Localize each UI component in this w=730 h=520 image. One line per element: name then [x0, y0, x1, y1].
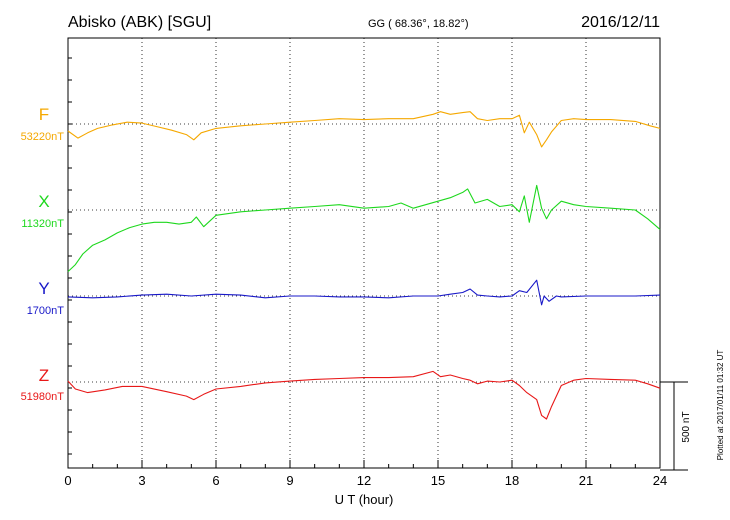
x-axis-ticks: 0 3 6 9 12 15 18 21 24 — [64, 57, 667, 488]
series-baseline-x: 11320nT — [21, 218, 64, 230]
series-line-f — [67, 111, 661, 148]
chart-date: 2016/12/11 — [581, 14, 660, 31]
series-line-y — [67, 279, 661, 306]
x-tick-label-6: 6 — [212, 473, 219, 488]
series-name-f: F — [39, 105, 49, 124]
series-baseline-y: 1700nT — [27, 305, 65, 317]
x-tick-label-21: 21 — [579, 473, 593, 488]
x-tick-label-9: 9 — [286, 473, 293, 488]
x-tick-label-12: 12 — [357, 473, 371, 488]
series-baseline-z: 51980nT — [21, 391, 65, 403]
x-tick-label-0: 0 — [64, 473, 71, 488]
series-name-x: X — [38, 192, 49, 211]
station-coords: GG ( 68.36°, 18.82°) — [368, 18, 469, 30]
series-line-z — [67, 370, 661, 420]
x-axis-label: U T (hour) — [335, 492, 394, 507]
station-title: Abisko (ABK) [SGU] — [68, 14, 211, 31]
series-baseline-f: 53220nT — [21, 131, 65, 143]
x-tick-label-15: 15 — [431, 473, 445, 488]
series-layer — [67, 111, 661, 420]
series-labels: F 53220nT X 11320nT Y 1700nT Z 51980nT — [21, 105, 65, 403]
scale-bar: 500 nT — [660, 381, 692, 471]
plotted-at-note: Plotted at 2017/01/11 01:32 UT — [716, 350, 725, 461]
x-tick-label-3: 3 — [138, 473, 145, 488]
series-name-y: Y — [38, 279, 49, 298]
series-line-x — [67, 184, 661, 272]
gridlines — [68, 38, 660, 468]
series-name-z: Z — [39, 366, 49, 385]
x-tick-label-18: 18 — [505, 473, 519, 488]
scale-bar-label: 500 nT — [681, 411, 692, 442]
x-tick-label-24: 24 — [653, 473, 667, 488]
